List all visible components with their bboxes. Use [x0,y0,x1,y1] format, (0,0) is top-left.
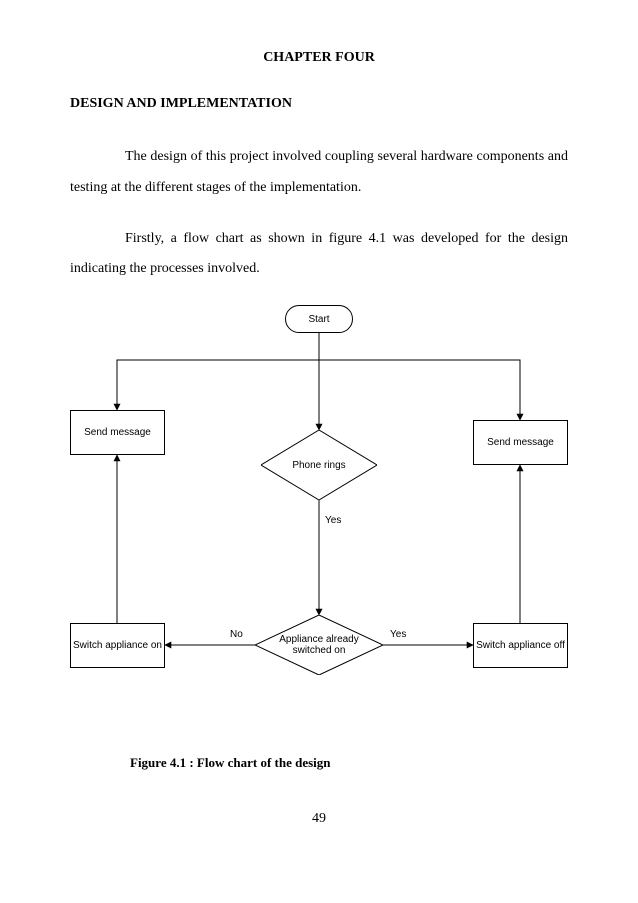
flowchart-send-message-right-label: Send message [487,437,554,448]
flowchart-appliance-decision-node: Appliance already switched on [255,615,383,675]
section-title: DESIGN AND IMPLEMENTATION [70,96,568,112]
flowchart-start-label: Start [308,314,329,325]
flowchart-send-message-left-node: Send message [70,410,165,455]
chapter-title: CHAPTER FOUR [70,50,568,66]
flowchart-edge-label: Yes [325,515,341,526]
flowchart: Start Send message Send message Phone ri… [70,305,568,735]
document-page: CHAPTER FOUR DESIGN AND IMPLEMENTATION T… [0,0,638,867]
flowchart-start-node: Start [285,305,353,333]
flowchart-send-message-right-node: Send message [473,420,568,465]
flowchart-switch-off-label: Switch appliance off [476,640,565,651]
flowchart-switch-on-label: Switch appliance on [73,640,162,651]
flowchart-edge-label: No [230,629,243,640]
flowchart-switch-on-node: Switch appliance on [70,623,165,668]
page-number: 49 [70,811,568,827]
paragraph-2: Firstly, a flow chart as shown in figure… [70,224,568,286]
flowchart-phone-rings-node: Phone rings [261,430,377,500]
paragraph-1: The design of this project involved coup… [70,142,568,204]
flowchart-send-message-left-label: Send message [84,427,151,438]
flowchart-edge-label: Yes [390,629,406,640]
flowchart-switch-off-node: Switch appliance off [473,623,568,668]
figure-caption: Figure 4.1 : Flow chart of the design [130,755,568,771]
